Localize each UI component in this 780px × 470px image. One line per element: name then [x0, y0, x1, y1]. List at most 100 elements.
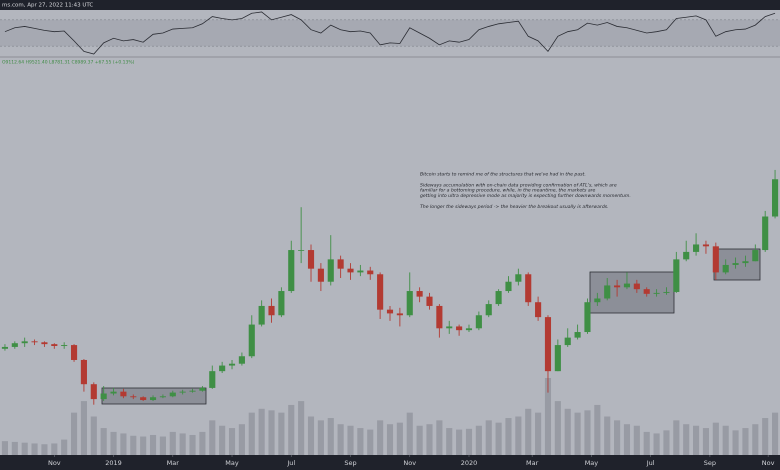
candle-body	[51, 344, 58, 347]
volume-bar	[149, 434, 157, 455]
candle-body	[416, 291, 423, 297]
annotation-line: Bitcoin starts to remind me of the struc…	[420, 172, 586, 178]
volume-bar	[258, 408, 265, 455]
volume-bar	[169, 431, 176, 455]
volume-bar	[564, 408, 571, 455]
candle-body	[712, 246, 719, 273]
volume-bar	[238, 424, 245, 455]
volume-bar	[712, 422, 719, 455]
volume-bar	[663, 430, 670, 455]
candle-body	[683, 251, 690, 260]
range-box	[589, 271, 675, 314]
volume-bar	[199, 431, 206, 455]
candle-body	[377, 274, 384, 310]
candle-body	[633, 283, 640, 290]
volume-bar	[614, 420, 621, 455]
candle-body	[643, 289, 650, 294]
volume-bar	[209, 420, 216, 455]
rsi-panel	[0, 11, 780, 55]
volume-bar	[298, 401, 305, 455]
volume-bar	[456, 429, 463, 455]
volume-bar	[535, 412, 542, 455]
volume-bar	[515, 416, 522, 455]
volume-bar	[742, 428, 749, 455]
candle-body	[475, 315, 482, 329]
candle-body	[337, 259, 344, 269]
candle-body	[120, 391, 127, 397]
candle-body	[298, 250, 305, 251]
volume-bar	[673, 420, 680, 455]
candle-body	[653, 292, 660, 294]
candle-body	[149, 397, 157, 401]
annotation-line: getting into ultra depressive mode as ma…	[420, 193, 631, 199]
volume-bar	[623, 424, 631, 455]
volume-bar	[248, 412, 255, 455]
candle-body	[61, 345, 68, 347]
volume-bar	[446, 428, 453, 455]
volume-bar	[317, 420, 324, 455]
volume-bar	[762, 418, 769, 455]
candle-body	[584, 302, 591, 333]
volume-bar	[307, 416, 315, 455]
volume-bar	[219, 425, 226, 455]
candle-body	[228, 363, 236, 366]
volume-bar	[347, 425, 354, 455]
candle-body	[317, 268, 324, 282]
candle-body	[70, 345, 78, 360]
candle-body	[564, 337, 571, 346]
volume-bar	[416, 425, 423, 455]
x-tick-label: Sep	[704, 459, 716, 467]
volume-bar	[189, 434, 196, 455]
header: ms.com, Apr 27, 2022 11:43 UTC	[2, 3, 93, 9]
top-bar	[0, 0, 780, 10]
candle-body	[219, 365, 226, 372]
x-tick-label: May	[225, 459, 239, 467]
volume-bar	[436, 420, 443, 455]
ohlc-legend: O9112.64 H9521.40 L8781.31 C8989.37 +67.…	[2, 60, 135, 66]
candles	[1, 169, 779, 405]
candle-body	[248, 324, 255, 357]
volume-bar	[752, 424, 759, 455]
candle-body	[327, 259, 334, 282]
candle-body	[159, 396, 166, 398]
volume-bar	[130, 435, 137, 455]
volume-bar	[11, 441, 18, 455]
annotation-line: Sideways accumulation with on-chain data…	[420, 182, 617, 188]
candle-body	[614, 285, 621, 288]
x-tick-label: Nov	[48, 459, 61, 467]
rsi-line	[4, 11, 776, 55]
candle-body	[80, 359, 87, 385]
volume-bar	[140, 436, 147, 455]
annotation-line: familiar for a bottoming procedure, whil…	[420, 188, 596, 194]
candle-body	[554, 345, 561, 372]
volume-bar	[604, 416, 611, 455]
volume	[1, 378, 779, 455]
candle-body	[762, 216, 769, 251]
candle-body	[31, 341, 38, 343]
candle-body	[386, 309, 394, 314]
candle-body	[574, 332, 581, 338]
volume-bar	[683, 424, 690, 455]
volume-bar	[544, 378, 552, 455]
volume-bar	[386, 424, 394, 455]
candle-body	[258, 305, 265, 325]
volume-bar	[495, 422, 502, 455]
candle-body	[426, 296, 433, 306]
candle-body	[347, 268, 354, 273]
candle-body	[278, 291, 285, 316]
volume-bar	[396, 422, 403, 455]
x-tick-label: Jul	[646, 459, 655, 467]
x-tick-label: Nov	[403, 459, 416, 467]
candle-body	[742, 261, 749, 264]
candle-body	[456, 326, 463, 331]
candle-body	[436, 305, 443, 329]
volume-bar	[327, 418, 334, 455]
volume-bar	[377, 420, 384, 455]
candle-body	[11, 343, 18, 347]
volume-bar	[772, 412, 779, 455]
candle-body	[140, 397, 147, 401]
volume-bar	[41, 444, 48, 455]
volume-bar	[159, 436, 166, 455]
